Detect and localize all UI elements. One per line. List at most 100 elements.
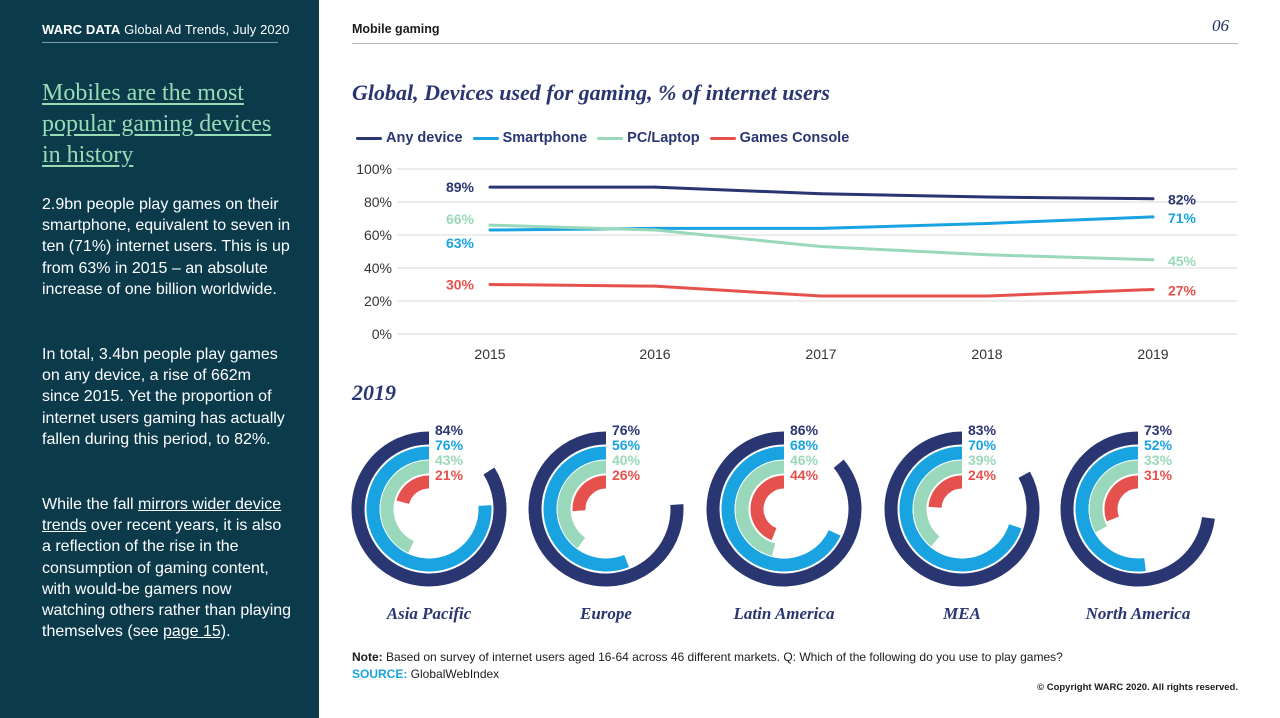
chart-title: Global, Devices used for gaming, % of in…	[352, 80, 830, 105]
data-point-pc-laptop	[819, 245, 823, 249]
end-label-any-device: 82%	[1168, 192, 1197, 208]
ring-label-smartphone: 52%	[1144, 437, 1173, 453]
data-point-games-console	[488, 283, 492, 286]
ring-pc-laptop	[913, 460, 963, 547]
legend-label-games-console: Games Console	[739, 130, 850, 146]
region-label-north-america: North America	[1085, 604, 1191, 623]
y-tick-label: 80%	[364, 194, 392, 210]
legend-swatch-any-device	[356, 136, 382, 140]
ring-label-games-console: 31%	[1144, 467, 1173, 483]
y-tick-label: 60%	[364, 227, 392, 243]
radial-chart-mea: 83%70%39%24% MEA	[884, 422, 1040, 623]
x-tick-label: 2018	[971, 346, 1002, 362]
ring-smartphone	[1075, 446, 1146, 572]
ring-label-smartphone: 70%	[968, 437, 997, 453]
legend-label-pc-laptop: PC/Laptop	[627, 130, 700, 146]
x-tick-label: 2015	[474, 346, 505, 362]
sidebar: WARC DATA Global Ad Trends, July 2020 Mo…	[0, 0, 319, 718]
legend-games-console: Games Console	[709, 130, 850, 146]
line-chart: 0% 20% 40% 60% 80% 100% 2015 2016 2017 2018 2019 89…	[356, 161, 1237, 362]
para3-text-a: While the fall	[42, 496, 139, 513]
region-label-europe: Europe	[579, 604, 632, 623]
data-point-smartphone	[985, 221, 989, 225]
ring-label-pc-laptop: 43%	[435, 452, 464, 468]
brand-title: WARC DATA Global Ad Trends, July 2020	[42, 22, 289, 37]
data-point-games-console	[653, 284, 657, 288]
device-trends-link[interactable]: mirrors wider device trends	[42, 496, 282, 535]
ring-label-any-device: 84%	[435, 422, 464, 438]
data-point-games-console	[819, 294, 823, 298]
header-divider	[352, 43, 1238, 44]
sidebar-paragraph-3: While the fall mirrors wider device tren…	[42, 494, 292, 642]
data-point-pc-laptop	[653, 228, 657, 232]
note-label: Note:	[352, 650, 383, 664]
start-label-any-device: 89%	[446, 179, 475, 195]
data-point-any-device	[985, 195, 989, 199]
x-tick-label: 2017	[805, 346, 836, 362]
start-label-games-console: 30%	[446, 277, 475, 293]
brand-rest: Global Ad Trends, July 2020	[120, 22, 290, 37]
chart-legend: Any device Smartphone PC/Laptop Games Co…	[356, 130, 849, 146]
legend-label-smartphone: Smartphone	[502, 130, 588, 146]
data-point-pc-laptop	[1151, 258, 1155, 262]
series-line-games-console	[489, 283, 1154, 298]
radial-charts: 84%76%43%21%Asia Pacific76%56%40%26%Euro…	[351, 422, 1215, 623]
ring-pc-laptop	[557, 460, 607, 549]
ring-label-pc-laptop: 39%	[968, 452, 997, 468]
ring-label-games-console: 21%	[435, 467, 464, 483]
ring-label-any-device: 86%	[790, 422, 819, 438]
data-point-any-device	[1151, 197, 1155, 201]
ring-pc-laptop	[1089, 460, 1139, 533]
data-point-pc-laptop	[488, 223, 492, 227]
data-point-any-device	[819, 192, 823, 196]
ring-label-pc-laptop: 33%	[1144, 452, 1173, 468]
brand-bold: WARC DATA	[42, 22, 121, 37]
para3-text-b: over recent years, it is also a reflecti…	[42, 517, 292, 641]
sidebar-paragraph-2: In total, 3.4bn people play games on any…	[42, 346, 285, 448]
sidebar-headline[interactable]: Mobiles are the most popular gaming devi…	[42, 80, 272, 168]
y-tick-label: 20%	[364, 293, 392, 309]
ring-label-games-console: 44%	[790, 467, 819, 483]
ring-label-any-device: 73%	[1144, 422, 1173, 438]
ring-any-device	[706, 431, 862, 587]
ring-any-device	[884, 431, 1040, 587]
data-point-games-console	[985, 294, 989, 298]
page-15-link[interactable]: page 15	[162, 623, 221, 641]
page-number: 06	[1212, 16, 1229, 35]
ring-smartphone	[543, 446, 629, 572]
radial-chart-europe: 76%56%40%26% Europe	[528, 422, 684, 623]
data-point-any-device	[653, 185, 657, 189]
radial-chart-north-america: 73%52%33%31% North America	[1060, 422, 1215, 623]
region-label-asia-pacific: Asia Pacific	[386, 604, 472, 623]
end-label-smartphone: 71%	[1168, 210, 1197, 226]
legend-swatch-pc-laptop	[597, 136, 624, 140]
ring-smartphone	[721, 446, 841, 572]
ring-label-any-device: 76%	[612, 422, 641, 438]
source-label: SOURCE:	[352, 667, 408, 681]
ring-smartphone	[366, 446, 492, 572]
data-point-any-device	[488, 185, 492, 189]
data-point-smartphone	[1151, 215, 1155, 219]
x-tick-label: 2016	[639, 346, 670, 362]
legend-label-any-device: Any device	[386, 130, 463, 146]
legend-pc-laptop: PC/Laptop	[597, 130, 700, 146]
y-tick-label: 40%	[364, 260, 392, 276]
ring-games-console	[572, 475, 607, 512]
para3-text-c: ).	[220, 623, 231, 641]
ring-any-device	[528, 431, 684, 587]
footnote: Note: Based on survey of internet users …	[352, 650, 1063, 664]
copyright: © Copyright WARC 2020. All rights reserv…	[1037, 682, 1238, 693]
ring-games-console	[1104, 475, 1139, 522]
legend-swatch-games-console	[709, 136, 736, 140]
ring-label-smartphone: 76%	[435, 437, 464, 453]
ring-any-device	[351, 431, 507, 587]
ring-pc-laptop	[735, 460, 785, 556]
donut-section-title: 2019	[352, 380, 396, 405]
legend-any-device: Any device	[356, 130, 463, 146]
legend-swatch-smartphone	[472, 136, 499, 140]
start-label-pc-laptop: 66%	[446, 211, 475, 227]
radial-chart-asia-pacific: 84%76%43%21% Asia Pacific	[351, 422, 507, 623]
ring-pc-laptop	[380, 460, 430, 553]
ring-label-games-console: 26%	[612, 467, 641, 483]
brand-divider	[42, 42, 278, 43]
